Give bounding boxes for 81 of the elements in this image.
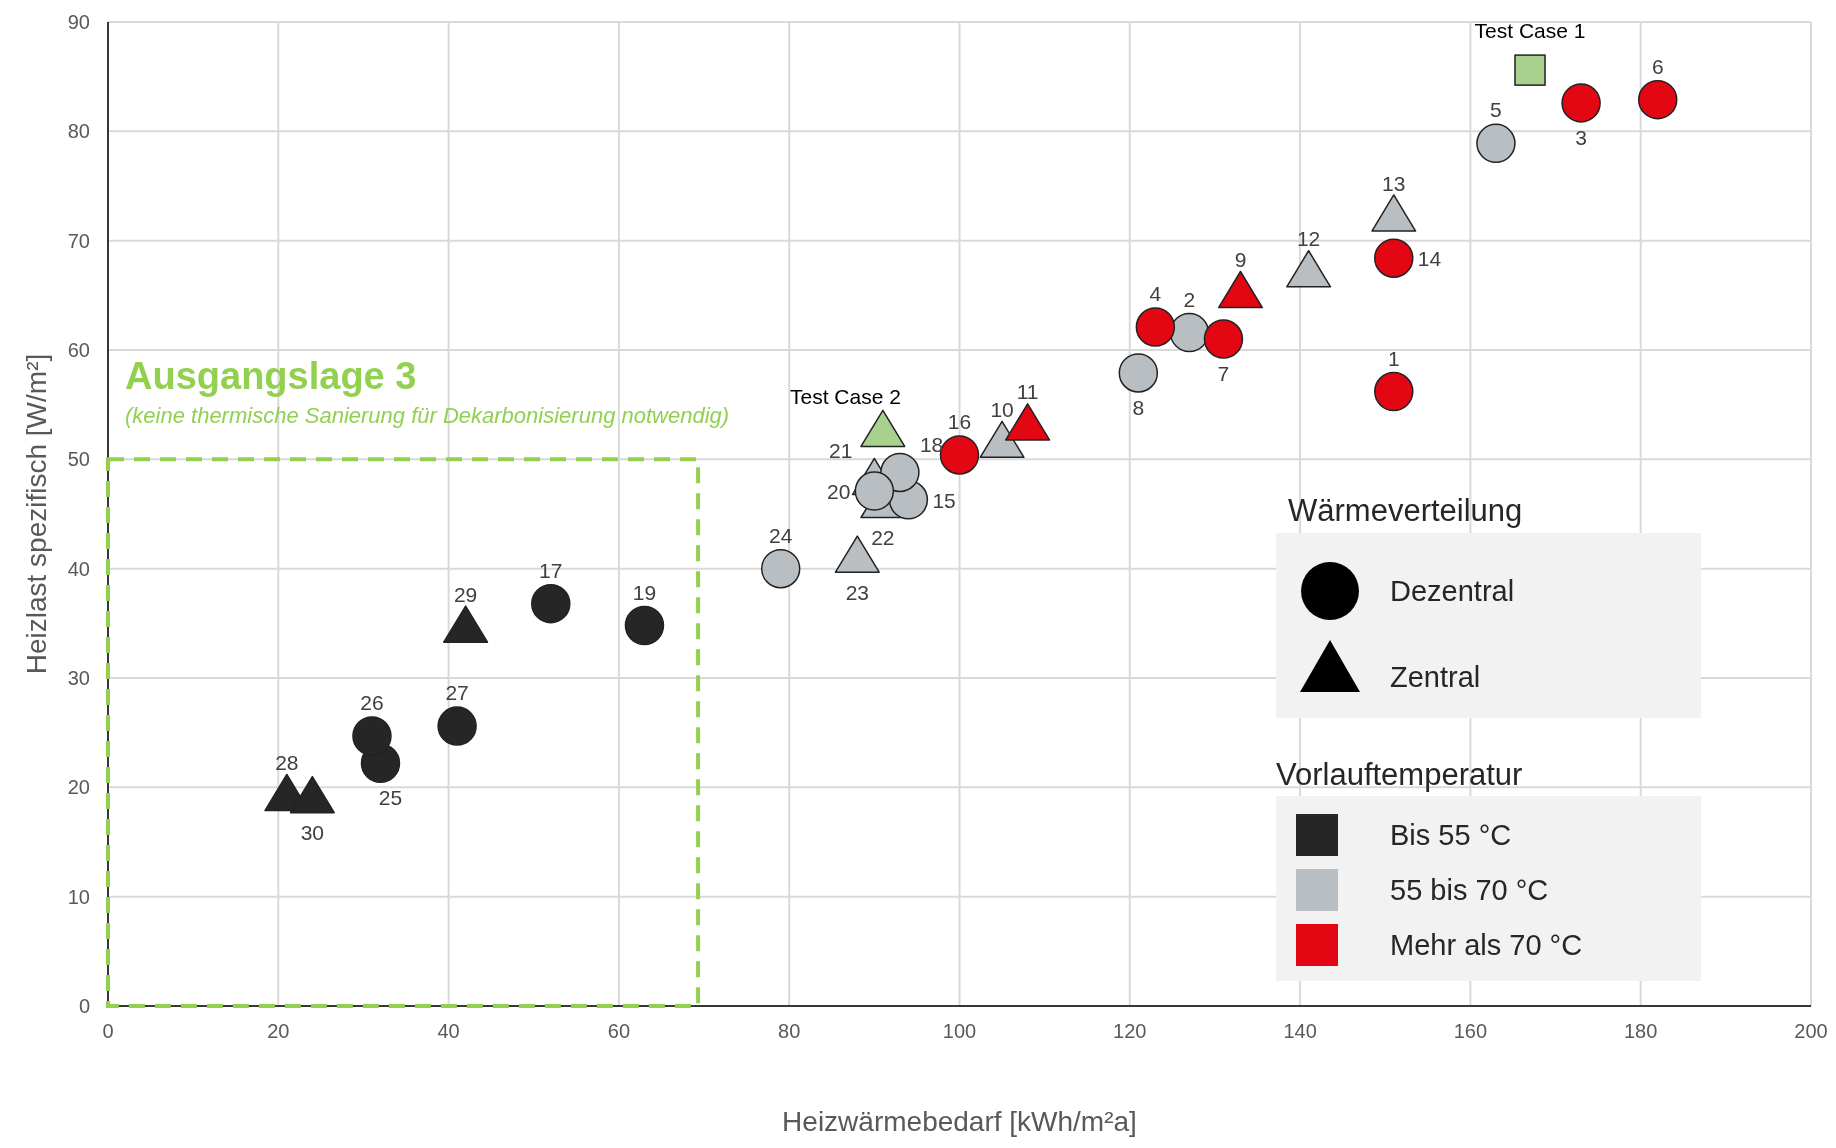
- point: [1561, 83, 1601, 123]
- annotation: 24: [769, 523, 793, 547]
- point: [1374, 371, 1414, 412]
- point: [531, 583, 571, 624]
- annotation: 10: [990, 397, 1014, 421]
- legend-label: Bis 55 °C: [1390, 819, 1512, 851]
- point: [624, 605, 665, 646]
- annotation: 18: [919, 433, 944, 457]
- point: [1637, 79, 1678, 120]
- x-tick-label: 200: [1794, 1020, 1828, 1042]
- annotation: 1: [1387, 346, 1400, 370]
- y-tick-label: 50: [67, 448, 90, 471]
- x-tick-label: 120: [1113, 1020, 1147, 1042]
- annotation: 27: [445, 681, 469, 705]
- y-tick-label: 30: [67, 667, 90, 689]
- annotation: 14: [1417, 247, 1442, 271]
- x-tick-label: 100: [942, 1020, 977, 1042]
- y-tick-label: 40: [67, 557, 90, 580]
- y-tick-label: 0: [78, 995, 90, 1017]
- annotation: 4: [1149, 282, 1162, 306]
- annotation: Ausgangslage 3: [125, 355, 417, 398]
- annotation: 9: [1234, 248, 1247, 272]
- y-tick-label: 80: [67, 120, 90, 143]
- point: [352, 716, 392, 756]
- point: [854, 471, 895, 511]
- x-tick-label: 60: [607, 1020, 631, 1042]
- point: [437, 706, 477, 746]
- annotation: Zentral: [1390, 661, 1481, 693]
- point: [1514, 54, 1546, 86]
- x-tick-label: 20: [267, 1020, 290, 1042]
- point: [1135, 307, 1176, 347]
- annotation: 15: [932, 488, 956, 512]
- annotation: 25: [378, 786, 403, 810]
- annotation: Dezentral: [1390, 575, 1515, 607]
- y-tick-label: 10: [67, 885, 90, 908]
- annotation: 21: [828, 439, 853, 463]
- point: [880, 452, 920, 493]
- x-axis-title: Heizwärmebedarf [kWh/m²a]: [782, 1106, 1137, 1137]
- annotation: Wärmeverteilung: [1288, 493, 1523, 528]
- annotation: 3: [1575, 125, 1587, 149]
- legend-title: Vorlauftemperatur: [1276, 757, 1523, 792]
- point: [1169, 312, 1210, 353]
- annotation: 19: [632, 580, 657, 604]
- x-tick-label: 160: [1453, 1020, 1488, 1042]
- x-tick-label: 180: [1624, 1020, 1658, 1042]
- y-tick-label: 20: [67, 776, 90, 799]
- annotation: 2: [1183, 287, 1196, 311]
- point: [1203, 319, 1244, 359]
- annotation: 11: [1016, 380, 1039, 404]
- annotation: 6: [1651, 54, 1664, 78]
- annotation: 8: [1132, 395, 1145, 419]
- annotation: (keine thermische Sanierung für Dekarbonisierung notwendig): [125, 403, 730, 429]
- y-tick-label: 90: [67, 11, 90, 33]
- annotation: 26: [360, 690, 384, 714]
- x-tick-label: 40: [437, 1020, 460, 1042]
- series-label: Test Case 2: [789, 385, 901, 408]
- point: [1118, 353, 1159, 393]
- legend-label: 55 bis 70 °C: [1390, 874, 1549, 906]
- point: [1374, 238, 1414, 278]
- x-tick-label: 80: [778, 1020, 801, 1042]
- annotation: 22: [871, 526, 895, 550]
- annotation: 17: [539, 558, 563, 582]
- annotation: 23: [845, 580, 869, 604]
- annotation: 7: [1217, 362, 1230, 386]
- annotation: 30: [300, 821, 325, 845]
- annotation: 29: [453, 582, 478, 606]
- y-tick-label: 70: [67, 229, 90, 252]
- y-tick-label: 60: [67, 339, 90, 361]
- x-tick-label: 140: [1283, 1020, 1317, 1042]
- legend-label: Mehr als 70 °C: [1390, 929, 1583, 961]
- annotation: 20: [826, 480, 851, 504]
- point: [760, 548, 801, 589]
- annotation: 16: [947, 409, 972, 433]
- annotation: 13: [1382, 171, 1406, 195]
- x-tick-label: 0: [102, 1020, 114, 1042]
- series-label: Test Case 1: [1474, 19, 1586, 43]
- annotation: 12: [1296, 227, 1321, 251]
- annotation: 28: [275, 751, 299, 775]
- point: [1476, 123, 1516, 164]
- y-axis-title: Heizlast spezifisch [W/m²]: [21, 353, 52, 675]
- annotation: 5: [1490, 98, 1502, 122]
